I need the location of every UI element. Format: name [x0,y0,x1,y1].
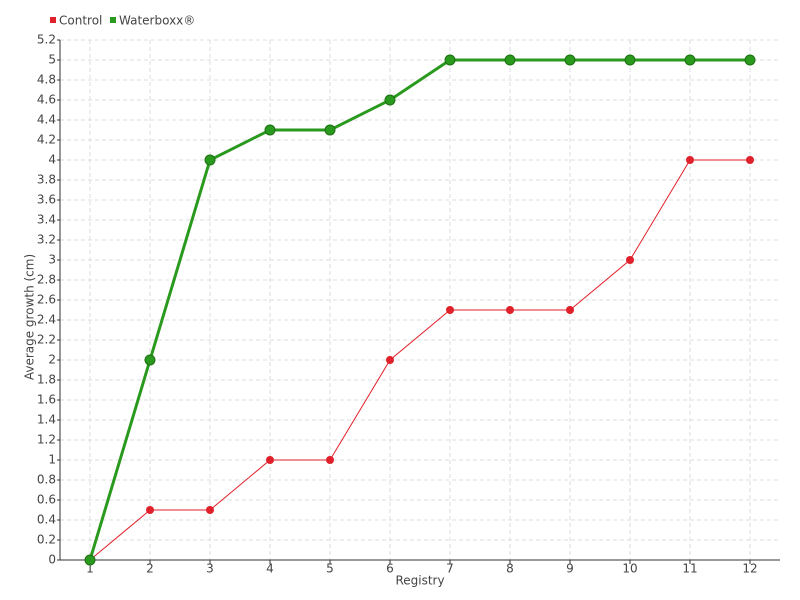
data-point [324,124,336,136]
legend-label: Control [59,14,102,28]
y-tick-label: 3.4 [37,213,56,227]
y-tick-label: 3 [48,253,56,267]
series-line [88,58,750,561]
y-tick-label: 4.6 [37,93,56,107]
data-point [384,94,396,106]
y-tick-label: 0.4 [37,513,56,527]
data-point [686,156,694,164]
x-tick-label: 2 [146,562,154,576]
y-tick-label: 4.4 [37,113,56,127]
data-point [504,54,516,66]
y-tick-label: 2.8 [37,273,56,287]
data-point [204,154,216,166]
y-tick-label: 2 [48,353,56,367]
x-tick-label: 7 [446,562,454,576]
y-tick-label: 0 [48,553,56,567]
y-tick-label: 1.2 [37,433,56,447]
data-point [564,54,576,66]
x-tick-label: 12 [742,562,757,576]
y-tick-label: 0.8 [37,473,56,487]
data-point [266,456,274,464]
y-tick-label: 2.4 [37,313,56,327]
y-tick-label: 5.2 [37,33,56,47]
y-tick-label: 3.2 [37,233,56,247]
data-point [84,554,96,566]
y-axis-label: Average growth (cm) [23,254,37,380]
data-point [326,456,334,464]
y-tick-label: 4.8 [37,73,56,87]
data-point [444,54,456,66]
data-point [744,54,756,66]
y-tick-label: 1.4 [37,413,56,427]
legend-swatch [110,17,116,23]
x-tick-label: 6 [386,562,394,576]
x-tick-label: 9 [566,562,574,576]
y-tick-label: 0.6 [37,493,56,507]
data-point [206,506,214,514]
data-point [746,156,754,164]
x-tick-label: 4 [266,562,274,576]
x-axis-label: Registry [395,574,444,588]
data-point [684,54,696,66]
data-point [506,306,514,314]
series-line [89,159,750,561]
x-tick-label: 10 [622,562,637,576]
x-tick-label: 5 [326,562,334,576]
y-tick-label: 3.8 [37,173,56,187]
data-point [446,306,454,314]
y-tick-label: 4 [48,153,56,167]
y-tick-label: 2.2 [37,333,56,347]
x-tick-label: 1 [86,562,94,576]
x-tick-label: 8 [506,562,514,576]
x-tick-label: 11 [682,562,697,576]
y-tick-label: 4.2 [37,133,56,147]
data-point [146,506,154,514]
legend-label: Waterboxx® [119,14,195,28]
y-tick-label: 1 [48,453,56,467]
data-point [144,354,156,366]
data-point [624,54,636,66]
data-point [626,256,634,264]
y-tick-label: 3.6 [37,193,56,207]
y-tick-label: 1.8 [37,373,56,387]
data-point [566,306,574,314]
y-tick-label: 1.6 [37,393,56,407]
y-tick-label: 5 [48,53,56,67]
y-tick-label: 2.6 [37,293,56,307]
legend-swatch [50,17,56,23]
x-tick-label: 3 [206,562,214,576]
data-point [264,124,276,136]
data-point [386,356,394,364]
y-tick-label: 0.2 [37,533,56,547]
